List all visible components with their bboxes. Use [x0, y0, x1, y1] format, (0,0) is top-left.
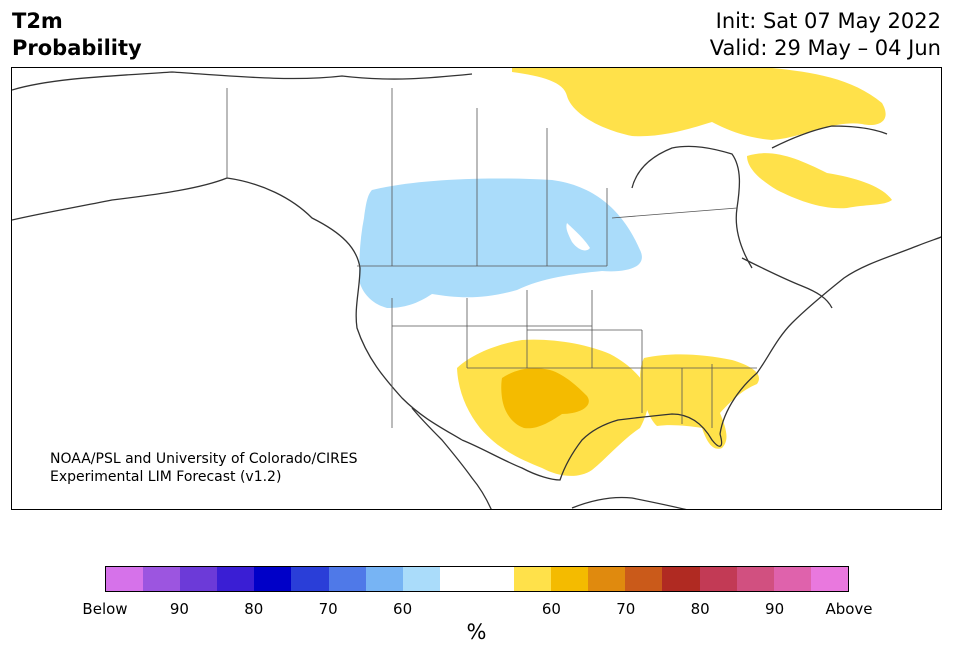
colorbar-segment: [402, 567, 440, 591]
colorbar-tick-label: 60: [393, 600, 413, 618]
colorbar-segment: [365, 567, 403, 591]
colorbar-tick-label: 90: [169, 600, 189, 618]
title-line-2: Probability: [12, 36, 142, 60]
above-65-texas-new-mexico: [501, 368, 589, 429]
colorbar-segment: [217, 567, 255, 591]
colorbar-segment: [551, 567, 589, 591]
colorbar-segment: [662, 567, 700, 591]
valid-period: Valid: 29 May – 04 Jun: [709, 36, 941, 60]
title-line-1: T2m: [12, 9, 63, 33]
colorbar-ticks: Below 90 80 70 60 60 70 80 90 Above: [82, 600, 872, 620]
colorbar-segment: [254, 567, 292, 591]
colorbar-segment: [291, 567, 329, 591]
colorbar-segment: [439, 567, 477, 591]
map-frame: NOAA/PSL and University of Colorado/CIRE…: [11, 67, 942, 510]
colorbar-tick-label: 60: [541, 600, 561, 618]
colorbar-segment: [106, 567, 144, 591]
forecast-dates: Init: Sat 07 May 2022 Valid: 29 May – 04…: [710, 8, 941, 62]
above-60-arctic-canada: [512, 68, 886, 140]
colorbar-segment: [736, 567, 774, 591]
colorbar-segment: [810, 567, 848, 591]
credit-line-1: NOAA/PSL and University of Colorado/CIRE…: [50, 451, 358, 467]
map-credit: NOAA/PSL and University of Colorado/CIRE…: [50, 450, 358, 486]
colorbar-segment: [588, 567, 626, 591]
colorbar-segment: [773, 567, 811, 591]
colorbar-tick-label: Above: [825, 600, 873, 618]
colorbar: [105, 566, 849, 592]
above-60-southeast-us: [640, 354, 760, 449]
colorbar-tick-label: 90: [765, 600, 785, 618]
above-60-labrador: [747, 153, 892, 209]
colorbar-unit: %: [466, 620, 487, 644]
colorbar-tick-label: 80: [244, 600, 264, 618]
colorbar-segment: [143, 567, 181, 591]
coastlines: [12, 71, 941, 509]
map-canvas: [12, 68, 941, 509]
init-date: Init: Sat 07 May 2022: [715, 9, 941, 33]
credit-line-2: Experimental LIM Forecast (v1.2): [50, 469, 282, 485]
colorbar-segment: [514, 567, 552, 591]
colorbar-tick-label: 70: [616, 600, 636, 618]
colorbar-segment: [180, 567, 218, 591]
political-boundaries: [226, 88, 757, 428]
plot-title: T2m Probability: [12, 8, 142, 62]
colorbar-tick-label: Below: [82, 600, 128, 618]
colorbar-segment: [699, 567, 737, 591]
below-60-northern-plains-canada: [359, 178, 642, 308]
colorbar-tick-label: 70: [318, 600, 338, 618]
colorbar-segment: [476, 567, 515, 591]
colorbar-tick-label: 80: [690, 600, 710, 618]
below-60-lake-winnipeg-gap: [566, 223, 590, 251]
colorbar-segment: [328, 567, 366, 591]
colorbar-segment: [625, 567, 663, 591]
